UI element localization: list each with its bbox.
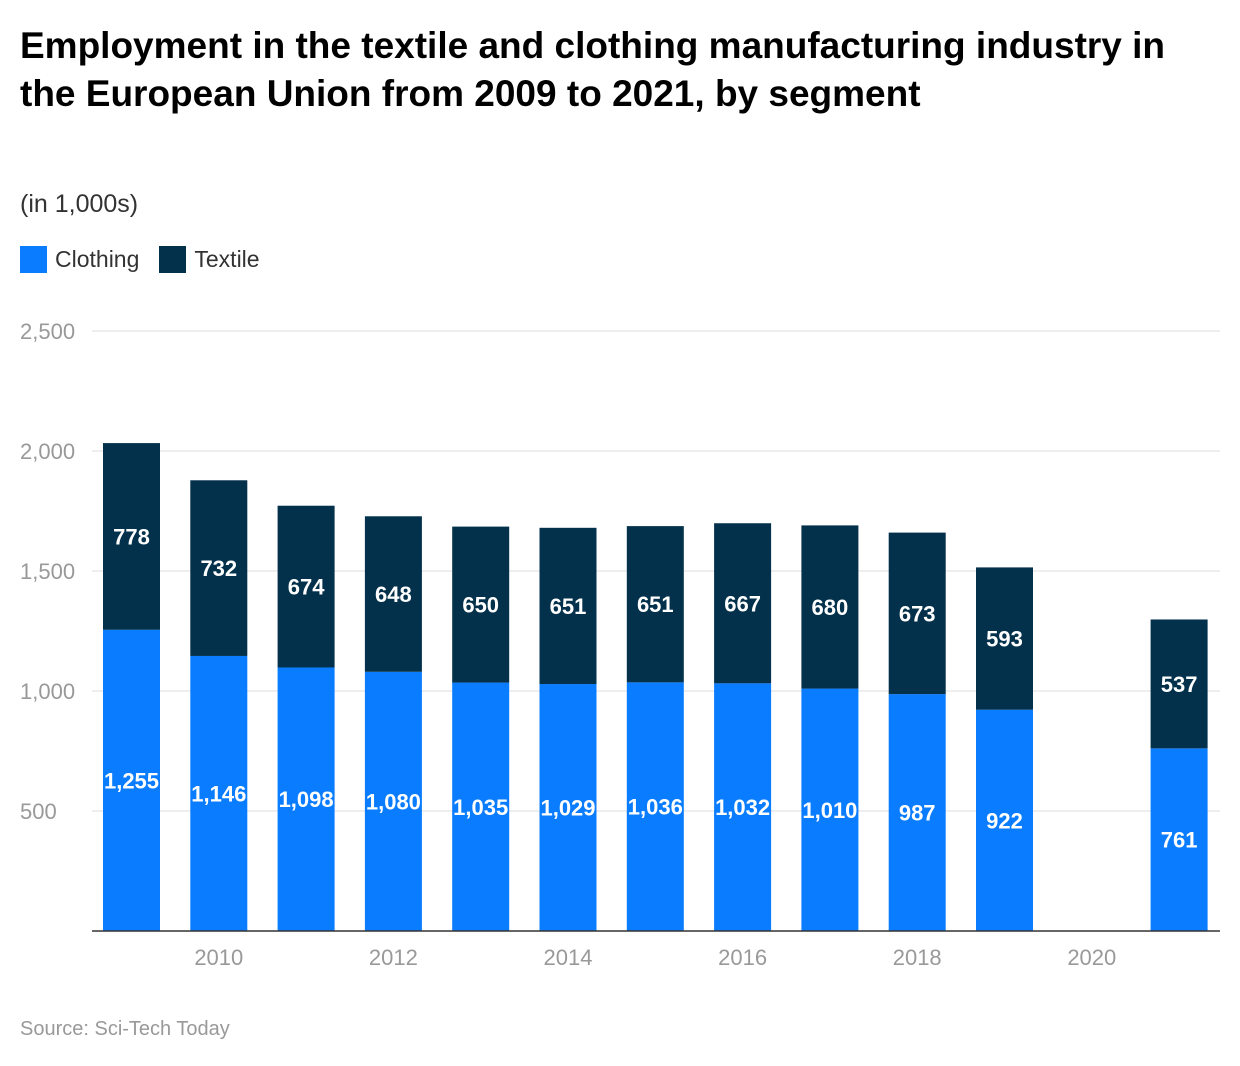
data-label-textile-2021: 537 [1161, 672, 1198, 697]
bar-clothing-2010 [190, 655, 248, 931]
bar-clothing-2021 [1150, 748, 1208, 931]
data-label-textile-2013: 650 [462, 593, 499, 618]
x-tick-label: 2010 [194, 945, 243, 970]
legend-swatch-textile [159, 246, 187, 273]
x-tick-label: 2014 [544, 945, 593, 970]
data-label-clothing-2013: 1,035 [453, 795, 508, 820]
bar-clothing-2011 [277, 667, 335, 931]
bar-clothing-2018 [888, 694, 946, 931]
y-tick-label: 500 [20, 799, 57, 824]
bar-clothing-2014 [539, 684, 597, 931]
x-tick-label: 2020 [1067, 945, 1116, 970]
bar-clothing-2016 [714, 683, 772, 931]
legend-label-textile: Textile [194, 246, 260, 272]
bar-textile-2013 [452, 526, 510, 683]
x-tick-label: 2016 [718, 945, 767, 970]
data-label-textile-2009: 778 [113, 524, 150, 549]
data-label-textile-2016: 667 [724, 591, 761, 616]
y-tick-label: 1,000 [20, 679, 75, 704]
data-label-clothing-2016: 1,032 [715, 795, 770, 820]
y-tick-label: 1,500 [20, 559, 75, 584]
y-tick-label: 2,500 [20, 319, 75, 344]
bar-clothing-2015 [626, 682, 684, 931]
data-label-clothing-2011: 1,098 [279, 787, 334, 812]
y-tick-label: 2,000 [20, 439, 75, 464]
legend: Clothing Textile [20, 246, 280, 273]
bar-clothing-2012 [364, 671, 422, 931]
bar-clothing-2017 [801, 688, 859, 931]
bar-textile-2018 [888, 532, 946, 695]
bar-textile-2015 [626, 526, 684, 683]
data-label-textile-2015: 651 [637, 592, 674, 617]
bar-clothing-2019 [976, 709, 1033, 931]
bar-textile-2009 [103, 443, 160, 630]
data-label-clothing-2019: 922 [986, 808, 1023, 833]
data-label-clothing-2017: 1,010 [802, 798, 857, 823]
data-label-clothing-2010: 1,146 [191, 781, 246, 806]
legend-label-clothing: Clothing [55, 246, 140, 272]
legend-item-clothing[interactable]: Clothing [20, 246, 139, 273]
data-label-textile-2019: 593 [986, 627, 1023, 652]
source-note: Source: Sci-Tech Today [20, 1018, 230, 1040]
data-label-textile-2018: 673 [899, 601, 936, 626]
data-label-clothing-2014: 1,029 [540, 796, 595, 821]
bar-textile-2011 [277, 505, 335, 668]
data-label-textile-2011: 674 [288, 575, 325, 600]
data-label-clothing-2015: 1,036 [628, 795, 683, 820]
legend-swatch-clothing [20, 246, 47, 273]
x-tick-label: 2018 [893, 945, 942, 970]
bar-clothing-2009 [103, 629, 160, 931]
data-label-clothing-2018: 987 [899, 801, 936, 826]
data-label-clothing-2021: 761 [1161, 828, 1198, 853]
bar-textile-2021 [1150, 619, 1208, 749]
data-label-clothing-2009: 1,255 [104, 768, 159, 793]
data-label-textile-2012: 648 [375, 582, 412, 607]
data-label-textile-2010: 732 [200, 556, 237, 581]
bar-clothing-2013 [452, 682, 510, 931]
chart-subtitle: (in 1,000s) [20, 190, 139, 218]
stacked-bar-chart: 500 1,000 1,500 2,000 2,500 1,255 778 1,146 732 1… [20, 319, 1220, 970]
x-tick-label: 2012 [369, 945, 418, 970]
bar-textile-2016 [714, 523, 772, 684]
legend-item-textile[interactable]: Textile [159, 246, 260, 273]
bar-textile-2014 [539, 527, 597, 685]
bar-textile-2012 [364, 516, 422, 672]
bar-textile-2019 [976, 567, 1033, 710]
bar-textile-2010 [190, 480, 248, 656]
data-label-textile-2017: 680 [812, 595, 849, 620]
data-label-clothing-2012: 1,080 [366, 789, 421, 814]
bar-textile-2017 [801, 525, 859, 689]
chart-title: Employment in the textile and clothing m… [20, 25, 1166, 114]
data-label-textile-2014: 651 [550, 594, 587, 619]
